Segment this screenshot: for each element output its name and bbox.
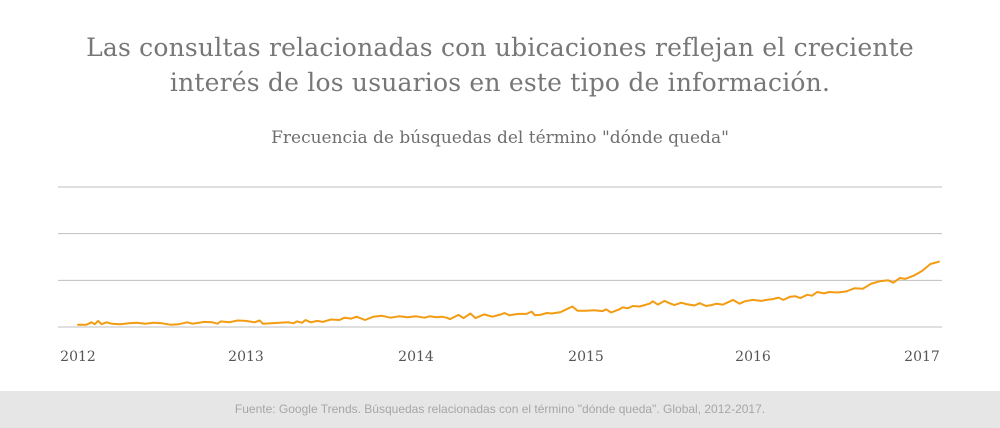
x-tick-label: 2012	[60, 349, 96, 365]
chart-title: Frecuencia de búsquedas del término "dón…	[271, 128, 729, 148]
x-tick-label: 2013	[228, 349, 264, 365]
headline-line-1: Las consultas relacionadas con ubicacion…	[86, 33, 914, 62]
footer-bar: Fuente: Google Trends. Búsquedas relacio…	[0, 391, 1000, 428]
headline: Las consultas relacionadas con ubicacion…	[0, 30, 1000, 100]
x-tick-label: 2015	[568, 349, 604, 365]
x-tick-label: 2016	[735, 349, 771, 365]
x-tick-label: 2017	[904, 349, 940, 365]
series-line	[77, 260, 940, 326]
headline-line-2: interés de los usuarios en este tipo de …	[169, 68, 831, 97]
source-note: Fuente: Google Trends. Búsquedas relacio…	[234, 402, 766, 416]
x-tick-label: 2014	[398, 349, 434, 365]
trend-chart: 2012 2013 2014 2015 2016 2017	[58, 186, 942, 365]
